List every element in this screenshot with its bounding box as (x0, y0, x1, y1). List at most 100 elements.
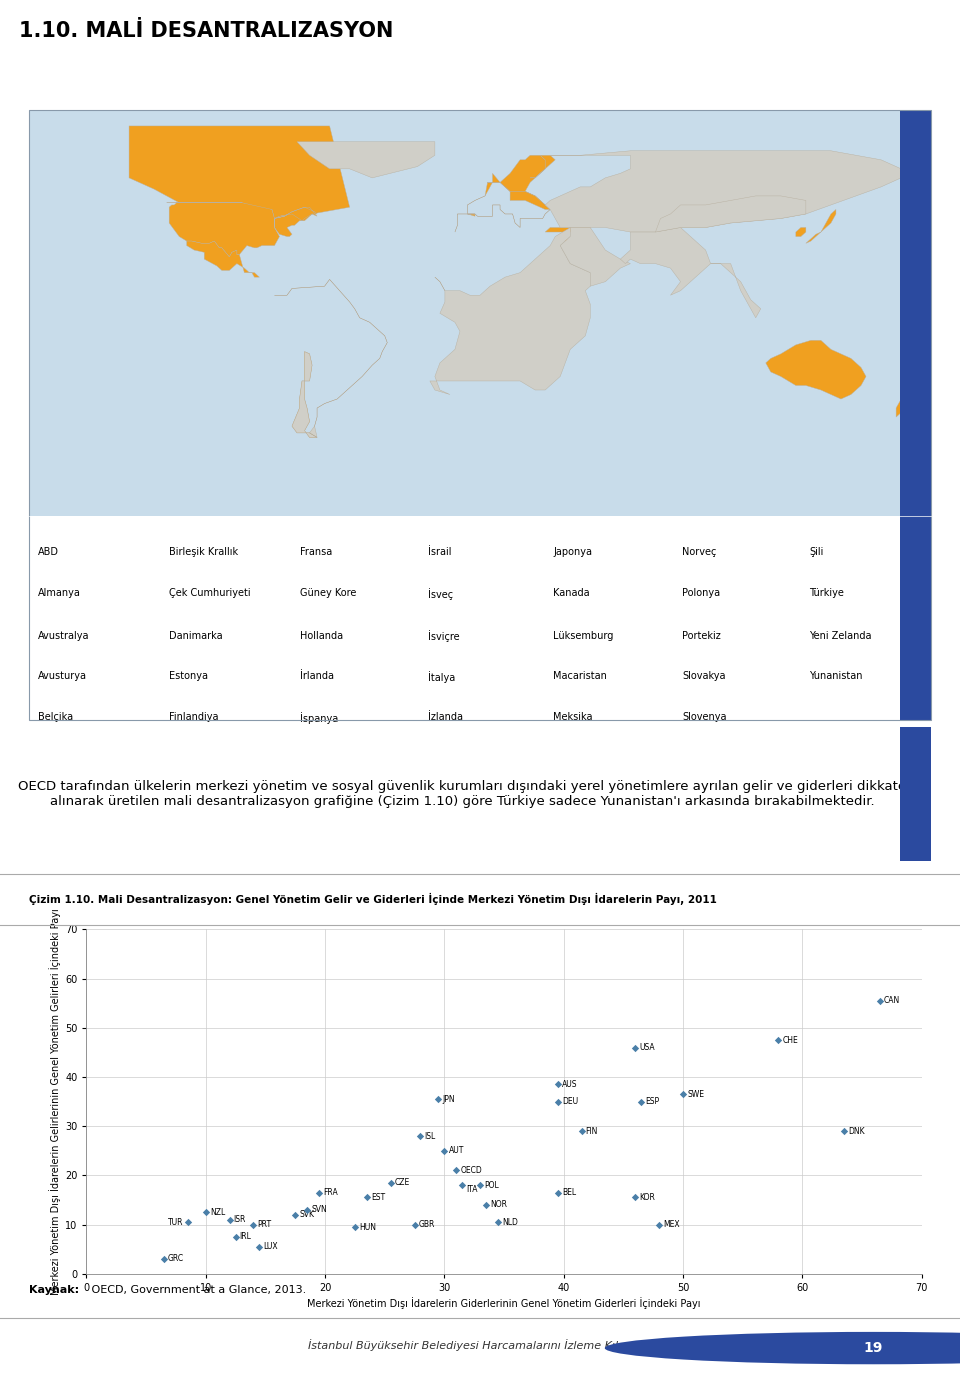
Text: IRL: IRL (240, 1232, 252, 1241)
Text: Avusturya: Avusturya (37, 671, 86, 682)
Text: Norveç: Norveç (683, 547, 716, 556)
Text: İzlanda: İzlanda (427, 712, 463, 722)
Polygon shape (911, 394, 922, 403)
Point (675, 1084, 690, 1106)
Text: GRC: GRC (168, 1254, 184, 1264)
Point (634, 1091, 649, 1113)
Polygon shape (186, 241, 259, 277)
Text: Avustralya: Avustralya (37, 631, 89, 640)
Point (437, 1140, 452, 1162)
Text: 19: 19 (864, 1341, 883, 1355)
Text: DEU: DEU (562, 1097, 578, 1106)
Text: TUR: TUR (168, 1217, 183, 1227)
Text: Birleşik Krallık: Birleşik Krallık (169, 547, 238, 556)
Text: DNK: DNK (849, 1126, 865, 1136)
Text: Lüksemburg: Lüksemburg (553, 631, 613, 640)
Text: MEX: MEX (663, 1220, 680, 1230)
Bar (900, 110, 931, 516)
Point (448, 1159, 464, 1181)
Point (222, 1209, 237, 1231)
Text: CHE: CHE (782, 1036, 799, 1045)
Text: İtalya: İtalya (427, 671, 455, 683)
Text: Estonya: Estonya (169, 671, 207, 682)
Point (550, 1091, 565, 1113)
Point (348, 1216, 363, 1238)
Point (628, 1037, 643, 1059)
Polygon shape (510, 191, 550, 209)
Point (288, 1203, 303, 1226)
Point (491, 1212, 506, 1234)
Point (246, 1213, 261, 1235)
Text: JPN: JPN (443, 1095, 455, 1103)
Point (413, 1125, 428, 1147)
Text: CAN: CAN (884, 997, 900, 1005)
Text: POL: POL (484, 1180, 499, 1190)
Point (198, 1201, 213, 1223)
Text: BEL: BEL (562, 1188, 576, 1197)
Text: Şili: Şili (809, 547, 824, 556)
Text: Güney Kore: Güney Kore (300, 588, 356, 598)
Text: Meksika: Meksika (553, 712, 592, 722)
Polygon shape (297, 142, 435, 178)
Point (180, 1212, 196, 1234)
Text: OECD tarafından ülkelerin merkezi yönetim ve sosyal güvenlik kurumları dışındaki: OECD tarafından ülkelerin merkezi yöneti… (18, 779, 906, 808)
Text: EST: EST (371, 1192, 385, 1202)
Polygon shape (896, 399, 911, 417)
Polygon shape (275, 280, 387, 438)
Point (228, 1226, 243, 1248)
Text: Fransa: Fransa (300, 547, 332, 556)
Polygon shape (561, 227, 631, 286)
Text: ESP: ESP (645, 1097, 660, 1106)
Polygon shape (129, 125, 349, 219)
Polygon shape (710, 263, 760, 318)
Y-axis label: Merkezi Yönetim Dışı İdarelerin Gelirlerinin Genel Yönetim Gelirleri İçindeki Pa: Merkezi Yönetim Dışı İdarelerin Gelirler… (49, 909, 60, 1294)
Polygon shape (545, 227, 590, 231)
Text: Portekiz: Portekiz (683, 631, 721, 640)
Text: İspanya: İspanya (300, 712, 338, 724)
Text: ISR: ISR (233, 1215, 246, 1224)
Polygon shape (805, 209, 836, 244)
Text: Finlandiya: Finlandiya (169, 712, 218, 722)
Point (407, 1213, 422, 1235)
Point (872, 990, 887, 1012)
Point (472, 1175, 488, 1197)
Text: NOR: NOR (491, 1201, 507, 1209)
Text: İrlanda: İrlanda (300, 671, 333, 682)
Text: OECD, Government at a Glance, 2013.: OECD, Government at a Glance, 2013. (88, 1285, 306, 1296)
Text: ITA: ITA (467, 1184, 478, 1194)
Text: AUT: AUT (448, 1146, 464, 1155)
Polygon shape (292, 351, 317, 438)
Text: Slovenya: Slovenya (683, 712, 727, 722)
Polygon shape (492, 156, 545, 191)
Text: Belçika: Belçika (37, 712, 73, 722)
Point (454, 1175, 469, 1197)
Point (311, 1181, 326, 1203)
Polygon shape (545, 150, 901, 231)
Text: CZE: CZE (395, 1179, 410, 1187)
Circle shape (605, 1332, 960, 1365)
Text: SVK: SVK (300, 1210, 314, 1219)
Polygon shape (455, 182, 550, 231)
Point (836, 1120, 852, 1142)
Text: KOR: KOR (639, 1192, 656, 1202)
Text: Yunanistan: Yunanistan (809, 671, 863, 682)
Text: ISL: ISL (424, 1132, 436, 1140)
Text: Almanya: Almanya (37, 588, 81, 598)
Text: LUX: LUX (264, 1242, 278, 1252)
Text: FRA: FRA (324, 1188, 338, 1197)
Polygon shape (656, 196, 805, 231)
Text: Türkiye: Türkiye (809, 588, 844, 598)
Point (628, 1187, 643, 1209)
Point (550, 1181, 565, 1203)
Point (431, 1088, 446, 1110)
Polygon shape (620, 227, 710, 295)
Text: HUN: HUN (359, 1223, 376, 1231)
Text: Hollanda: Hollanda (300, 631, 343, 640)
Text: Danimarka: Danimarka (169, 631, 223, 640)
Bar (900, 516, 931, 720)
Polygon shape (430, 227, 590, 394)
Text: Çek Cumhuriyeti: Çek Cumhuriyeti (169, 588, 251, 598)
Text: İsrail: İsrail (427, 547, 451, 556)
Text: NLD: NLD (502, 1217, 518, 1227)
Point (550, 1074, 565, 1096)
